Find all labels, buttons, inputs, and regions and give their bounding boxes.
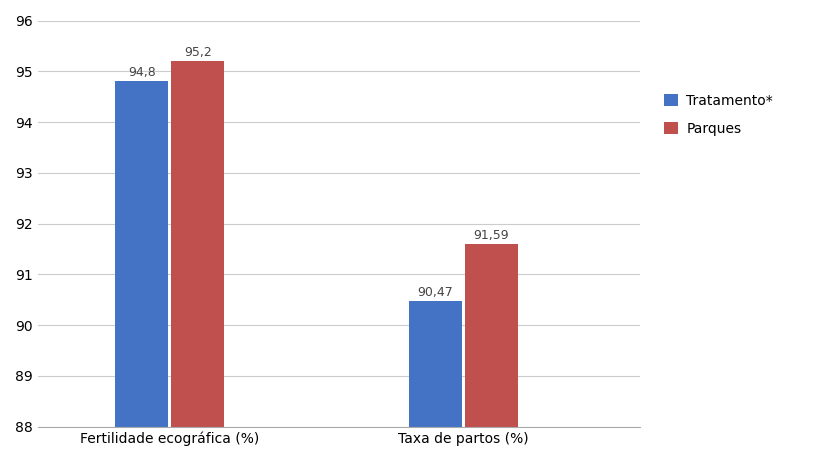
Bar [464, 244, 517, 461]
Text: 90,47: 90,47 [417, 286, 453, 299]
Bar [115, 82, 168, 461]
Bar [409, 301, 461, 461]
Text: 94,8: 94,8 [128, 66, 156, 79]
Bar [171, 61, 224, 461]
Legend: Tratamento*, Parques: Tratamento*, Parques [658, 89, 778, 142]
Text: 91,59: 91,59 [473, 229, 509, 242]
Text: 95,2: 95,2 [183, 46, 211, 59]
